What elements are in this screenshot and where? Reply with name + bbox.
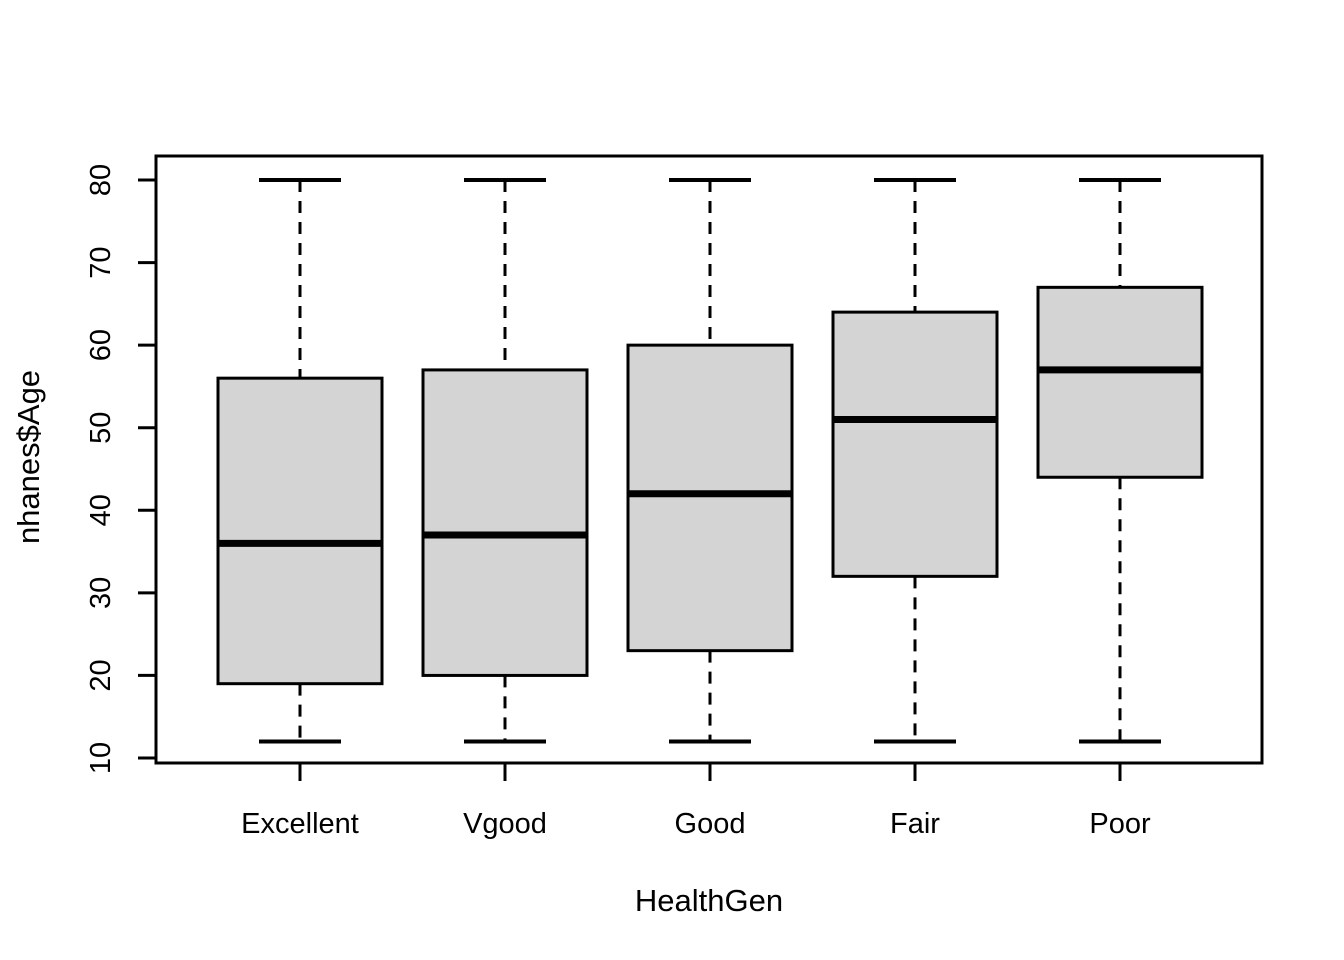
plot-frame	[154, 154, 1264, 765]
y-tick-label: 30	[85, 577, 117, 609]
y-tick-label: 10	[85, 742, 117, 774]
y-axis-title: nhanes$Age	[11, 369, 46, 545]
iqr-box	[831, 310, 999, 578]
iqr-box	[1036, 285, 1204, 479]
category-label: Good	[675, 808, 746, 840]
y-tick-label: 20	[85, 659, 117, 691]
y-tick-label: 60	[85, 329, 117, 361]
iqr-box	[216, 376, 384, 686]
iqr-box	[626, 343, 794, 653]
y-tick-label: 50	[85, 412, 117, 444]
y-tick-label: 70	[85, 246, 117, 278]
y-tick-label: 40	[85, 494, 117, 526]
category-label: Poor	[1089, 808, 1151, 840]
category-label: Fair	[890, 808, 940, 840]
iqr-box	[421, 368, 589, 677]
y-tick-label: 80	[85, 164, 117, 196]
category-label: Vgood	[463, 808, 547, 840]
category-label: Excellent	[241, 808, 359, 840]
x-axis-title: HealthGen	[634, 883, 784, 918]
